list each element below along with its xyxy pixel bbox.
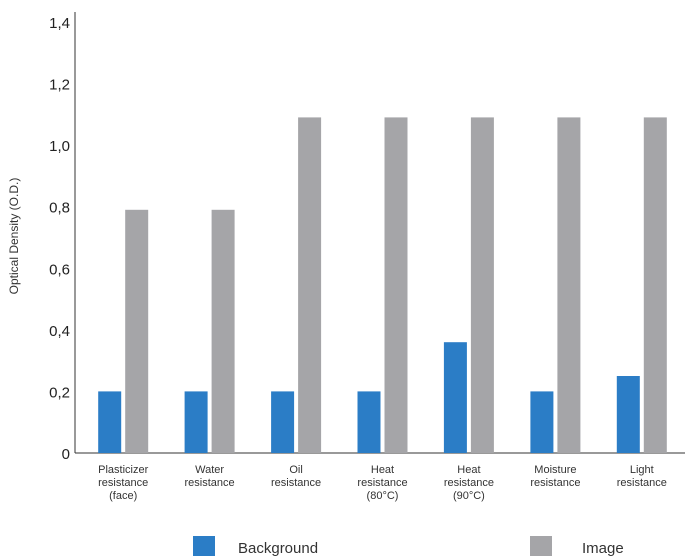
y-tick-label: 1,2	[49, 77, 70, 94]
category-label: Moisture resistance	[530, 464, 580, 489]
category-label: Oil resistance	[271, 464, 321, 489]
bar-image	[298, 117, 322, 454]
category-label: Heat resistance (80°C)	[357, 464, 407, 502]
bar-background	[271, 391, 295, 453]
y-tick-label: 1,4	[49, 15, 70, 32]
category-label: Plasticizer resistance (face)	[98, 464, 148, 502]
bar-background	[357, 391, 381, 453]
bar-image	[384, 117, 408, 454]
legend: Background Image	[193, 536, 624, 557]
bar-image	[470, 117, 494, 454]
y-tick-label: 0,6	[49, 261, 70, 278]
bar-background	[530, 391, 554, 453]
legend-label: Image	[582, 540, 624, 557]
bar-background	[443, 342, 467, 453]
y-axis-title: Optical Density (O.D.)	[7, 178, 21, 295]
bar-image	[643, 117, 667, 454]
y-tick-label: 0,2	[49, 384, 70, 401]
y-tick-label: 1,0	[49, 138, 70, 155]
y-tick-label: 0,8	[49, 200, 70, 217]
bar-background	[616, 376, 640, 453]
bar-image	[125, 209, 149, 453]
bar-background	[184, 391, 208, 453]
category-labels: Plasticizer resistance (face) Water resistan…	[98, 464, 667, 502]
bar-background	[98, 391, 122, 453]
axes	[74, 12, 685, 454]
category-label: Light resistance	[617, 464, 667, 489]
legend-swatch	[193, 536, 215, 556]
legend-label: Background	[238, 540, 318, 557]
y-tick-label: 0	[62, 446, 70, 463]
category-label: Heat resistance (90°C)	[444, 464, 494, 502]
bars	[98, 117, 667, 454]
bar-image	[557, 117, 581, 454]
bar-image	[211, 209, 235, 453]
legend-swatch	[530, 536, 552, 556]
category-label: Water resistance	[185, 464, 235, 489]
y-tick-label: 0,4	[49, 323, 70, 340]
y-tick-labels: 0 0,2 0,4 0,6 0,8 1,0 1,2 1,4	[49, 15, 70, 463]
